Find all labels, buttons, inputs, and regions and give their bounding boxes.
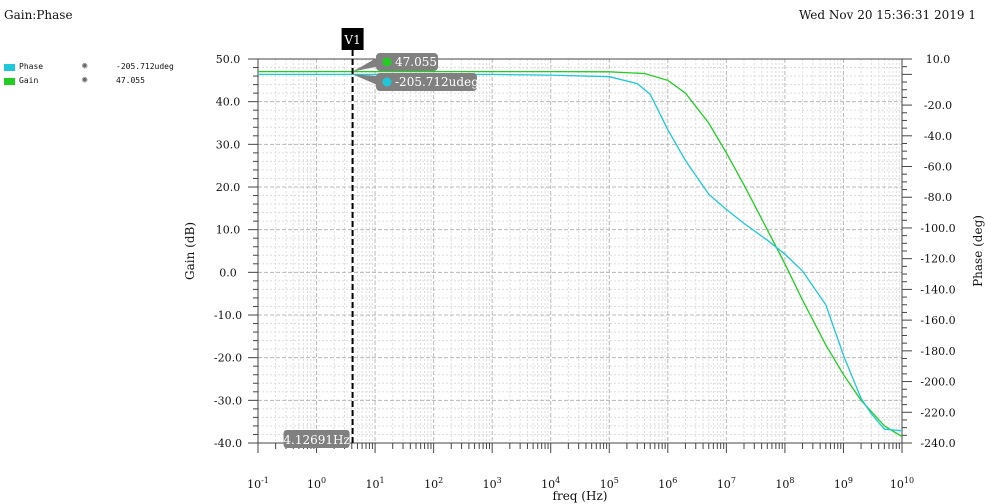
series-line-phase — [258, 73, 903, 432]
x-tick-label: 108 — [775, 476, 794, 491]
phase-tick-label: -200.0 — [920, 376, 955, 389]
marker-freq-value: 4.12691Hz — [283, 433, 349, 447]
x-tick-label: 1010 — [890, 476, 914, 491]
gain-tick-label: 0.0 — [219, 266, 237, 279]
timestamp: Wed Nov 20 15:36:31 2019 1 — [798, 8, 976, 22]
marker-name: V1 — [343, 33, 360, 47]
gain-tick-label: 40.0 — [216, 96, 241, 109]
x-tick-label: 10-1 — [247, 476, 269, 491]
phase-tick-label: -60.0 — [924, 161, 952, 174]
phase-callout-tail — [352, 74, 380, 86]
series-line-gain — [258, 70, 903, 438]
gain-tick-label: -20.0 — [214, 352, 242, 365]
frequency-axis: 10-1 100 101 102 103 104 105 106 107 108 109 1010 — [247, 443, 914, 491]
legend-value-phase: -205.712udeg — [116, 62, 174, 71]
legend-item-gain[interactable]: Gain ◉ 47.055 — [4, 75, 194, 90]
x-tick-label: 104 — [541, 476, 560, 491]
legend-swatch-phase — [4, 64, 15, 71]
phase-callout — [376, 73, 477, 91]
gain-tick-label: -10.0 — [214, 309, 242, 322]
phase-tick-label: -40.0 — [924, 130, 952, 143]
series-layer — [258, 70, 903, 438]
gain-tick-label: 30.0 — [216, 138, 241, 151]
eye-icon[interactable]: ◉ — [82, 75, 88, 85]
x-tick-label: 100 — [307, 476, 326, 491]
x-tick-label: 105 — [600, 476, 619, 491]
x-tick-label: 101 — [366, 476, 385, 491]
x-tick-label: 109 — [834, 476, 853, 491]
gain-tick-label: -30.0 — [214, 394, 242, 407]
phase-tick-label: -20.0 — [924, 99, 952, 112]
legend-label-phase: Phase — [19, 62, 44, 71]
legend: Phase ◉ -205.712udeg Gain ◉ 47.055 — [4, 61, 194, 90]
marker-v1[interactable]: V1 47.055 -205.712udeg 4.12691Hz — [283, 28, 479, 448]
legend-swatch-gain — [4, 78, 15, 85]
phase-callout-dot — [382, 77, 392, 87]
gain-axis: 50.0 40.0 30.0 20.0 10.0 0.0 -10.0 -20.0 -30.0 -4… — [214, 53, 258, 450]
gain-tick-label: -40.0 — [214, 437, 242, 450]
legend-label-gain: Gain — [19, 76, 39, 85]
phase-tick-label: -240.0 — [920, 437, 955, 450]
marker-tag[interactable] — [341, 28, 364, 50]
gain-callout-value: 47.055 — [395, 55, 437, 69]
eye-icon[interactable]: ◉ — [82, 61, 88, 71]
phase-axis-label: Phase (deg) — [971, 215, 985, 287]
gain-callout — [376, 53, 438, 71]
gain-tick-label: 10.0 — [216, 224, 241, 237]
x-tick-label: 107 — [717, 476, 736, 491]
x-tick-label: 103 — [483, 476, 502, 491]
gain-callout-tail — [352, 56, 380, 72]
phase-axis: 10.0 -20.0 -40.0 -60.0 -80.0 -100.0 -120.0 -140… — [902, 53, 956, 450]
plot-frame — [257, 58, 903, 444]
phase-tick-label: -180.0 — [920, 345, 955, 358]
phase-tick-label: 10.0 — [926, 53, 951, 66]
phase-tick-label: -140.0 — [920, 283, 955, 296]
gain-tick-label: 20.0 — [216, 181, 241, 194]
x-tick-label: 102 — [424, 476, 443, 491]
phase-tick-label: -80.0 — [924, 191, 952, 204]
legend-item-phase[interactable]: Phase ◉ -205.712udeg — [4, 61, 194, 76]
window-title: Gain:Phase — [4, 8, 73, 22]
phase-tick-label: -220.0 — [920, 406, 955, 419]
gain-axis-label: Gain (dB) — [183, 222, 197, 280]
gain-tick-label: 50.0 — [216, 53, 241, 66]
legend-value-gain: 47.055 — [116, 76, 145, 85]
x-tick-label: 106 — [658, 476, 677, 491]
gain-callout-dot — [382, 57, 392, 67]
phase-tick-label: -100.0 — [920, 222, 955, 235]
x-axis-label: freq (Hz) — [553, 489, 608, 503]
phase-tick-label: -120.0 — [920, 253, 955, 266]
marker-freq-tag — [283, 430, 350, 448]
phase-callout-value: -205.712udeg — [395, 75, 479, 89]
phase-tick-label: -160.0 — [920, 314, 955, 327]
plot-grid — [257, 58, 903, 444]
